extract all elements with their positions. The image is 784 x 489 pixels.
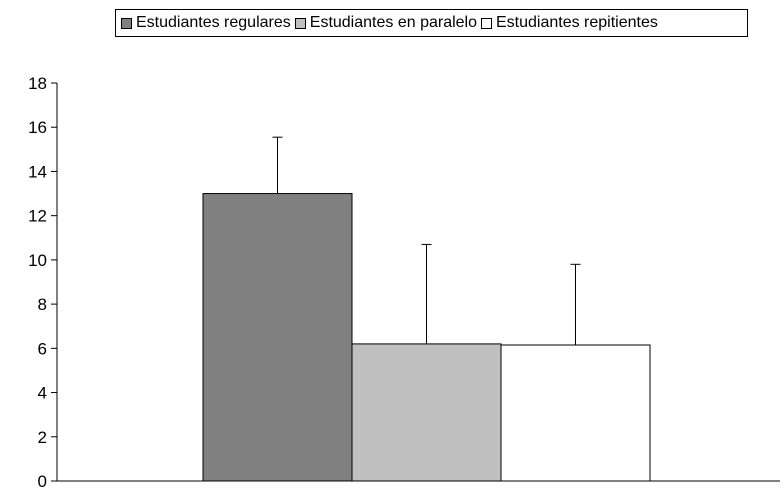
legend-label-regulares: Estudiantes regulares (136, 14, 291, 31)
y-tick-label-18: 18 (28, 74, 47, 93)
y-tick-label-2: 2 (38, 428, 47, 447)
legend-item-repitientes: Estudiantes repitientes (481, 14, 658, 32)
y-tick-label-14: 14 (28, 162, 47, 181)
legend-item-paralelo: Estudiantes en paralelo (294, 14, 477, 32)
y-tick-label-8: 8 (38, 295, 47, 314)
legend-swatch-repitientes (481, 17, 492, 29)
y-tick-label-16: 16 (28, 118, 47, 137)
legend-item-regulares: Estudiantes regulares (121, 14, 291, 32)
bar-2 (351, 343, 502, 482)
legend-label-repitientes: Estudiantes repitientes (496, 14, 658, 31)
legend-swatch-paralelo (294, 17, 306, 29)
y-tick-label-6: 6 (38, 339, 47, 358)
bar-3 (500, 344, 651, 482)
bar-1 (202, 193, 353, 482)
y-tick-label-4: 4 (38, 384, 47, 403)
y-tick-label-0: 0 (38, 472, 47, 489)
y-tick-label-10: 10 (28, 251, 47, 270)
legend-label-paralelo: Estudiantes en paralelo (309, 14, 477, 31)
chart-legend: Estudiantes regulares Estudiantes en par… (115, 9, 748, 37)
legend-swatch-regulares (121, 17, 132, 29)
y-tick-label-12: 12 (28, 207, 47, 226)
